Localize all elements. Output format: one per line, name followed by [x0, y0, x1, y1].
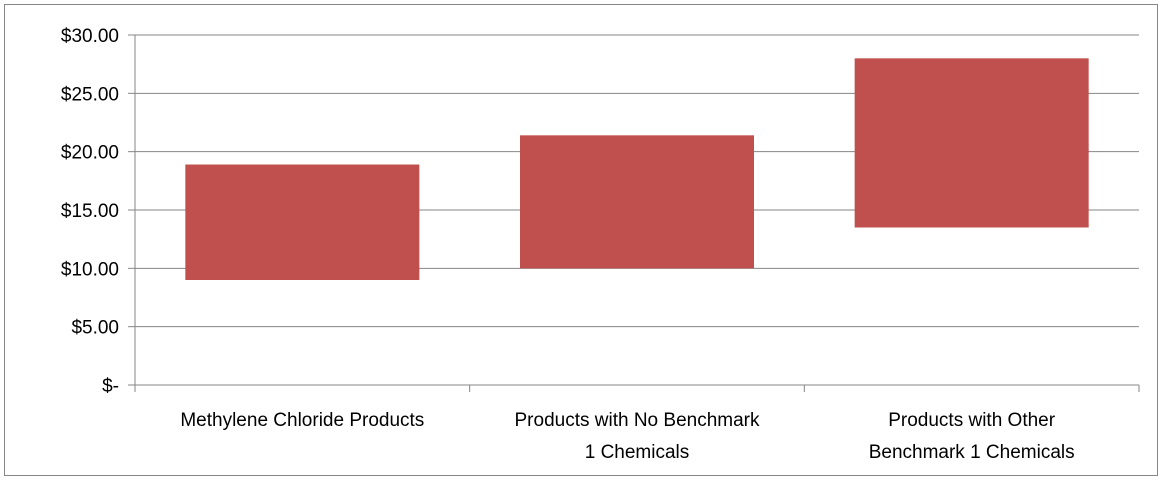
labels: $- $5.00 $10.00 $15.00 $20.00 $25.00 $30.00 Met…: [61, 26, 1075, 463]
axes: [128, 34, 1140, 392]
y-tick-label: $10.00: [61, 259, 119, 280]
x-category-label: Methylene Chloride Products: [180, 410, 424, 431]
x-category-label: Products with Other: [888, 410, 1056, 431]
bars: [185, 58, 1089, 280]
y-tick-label: $-: [102, 376, 119, 397]
range-bar: [185, 164, 420, 280]
y-tick-label: $30.00: [61, 26, 119, 47]
y-tick-label: $20.00: [61, 143, 119, 164]
x-category-label: Products with No Benchmark: [515, 410, 760, 431]
y-tick-label: $15.00: [61, 201, 119, 222]
x-category-label: Benchmark 1 Chemicals: [869, 442, 1075, 463]
y-tick-label: $5.00: [71, 318, 119, 339]
x-category-label: 1 Chemicals: [585, 442, 690, 463]
range-bar: [520, 135, 754, 269]
y-tick-label: $25.00: [61, 84, 119, 105]
range-bar: [854, 58, 1089, 228]
